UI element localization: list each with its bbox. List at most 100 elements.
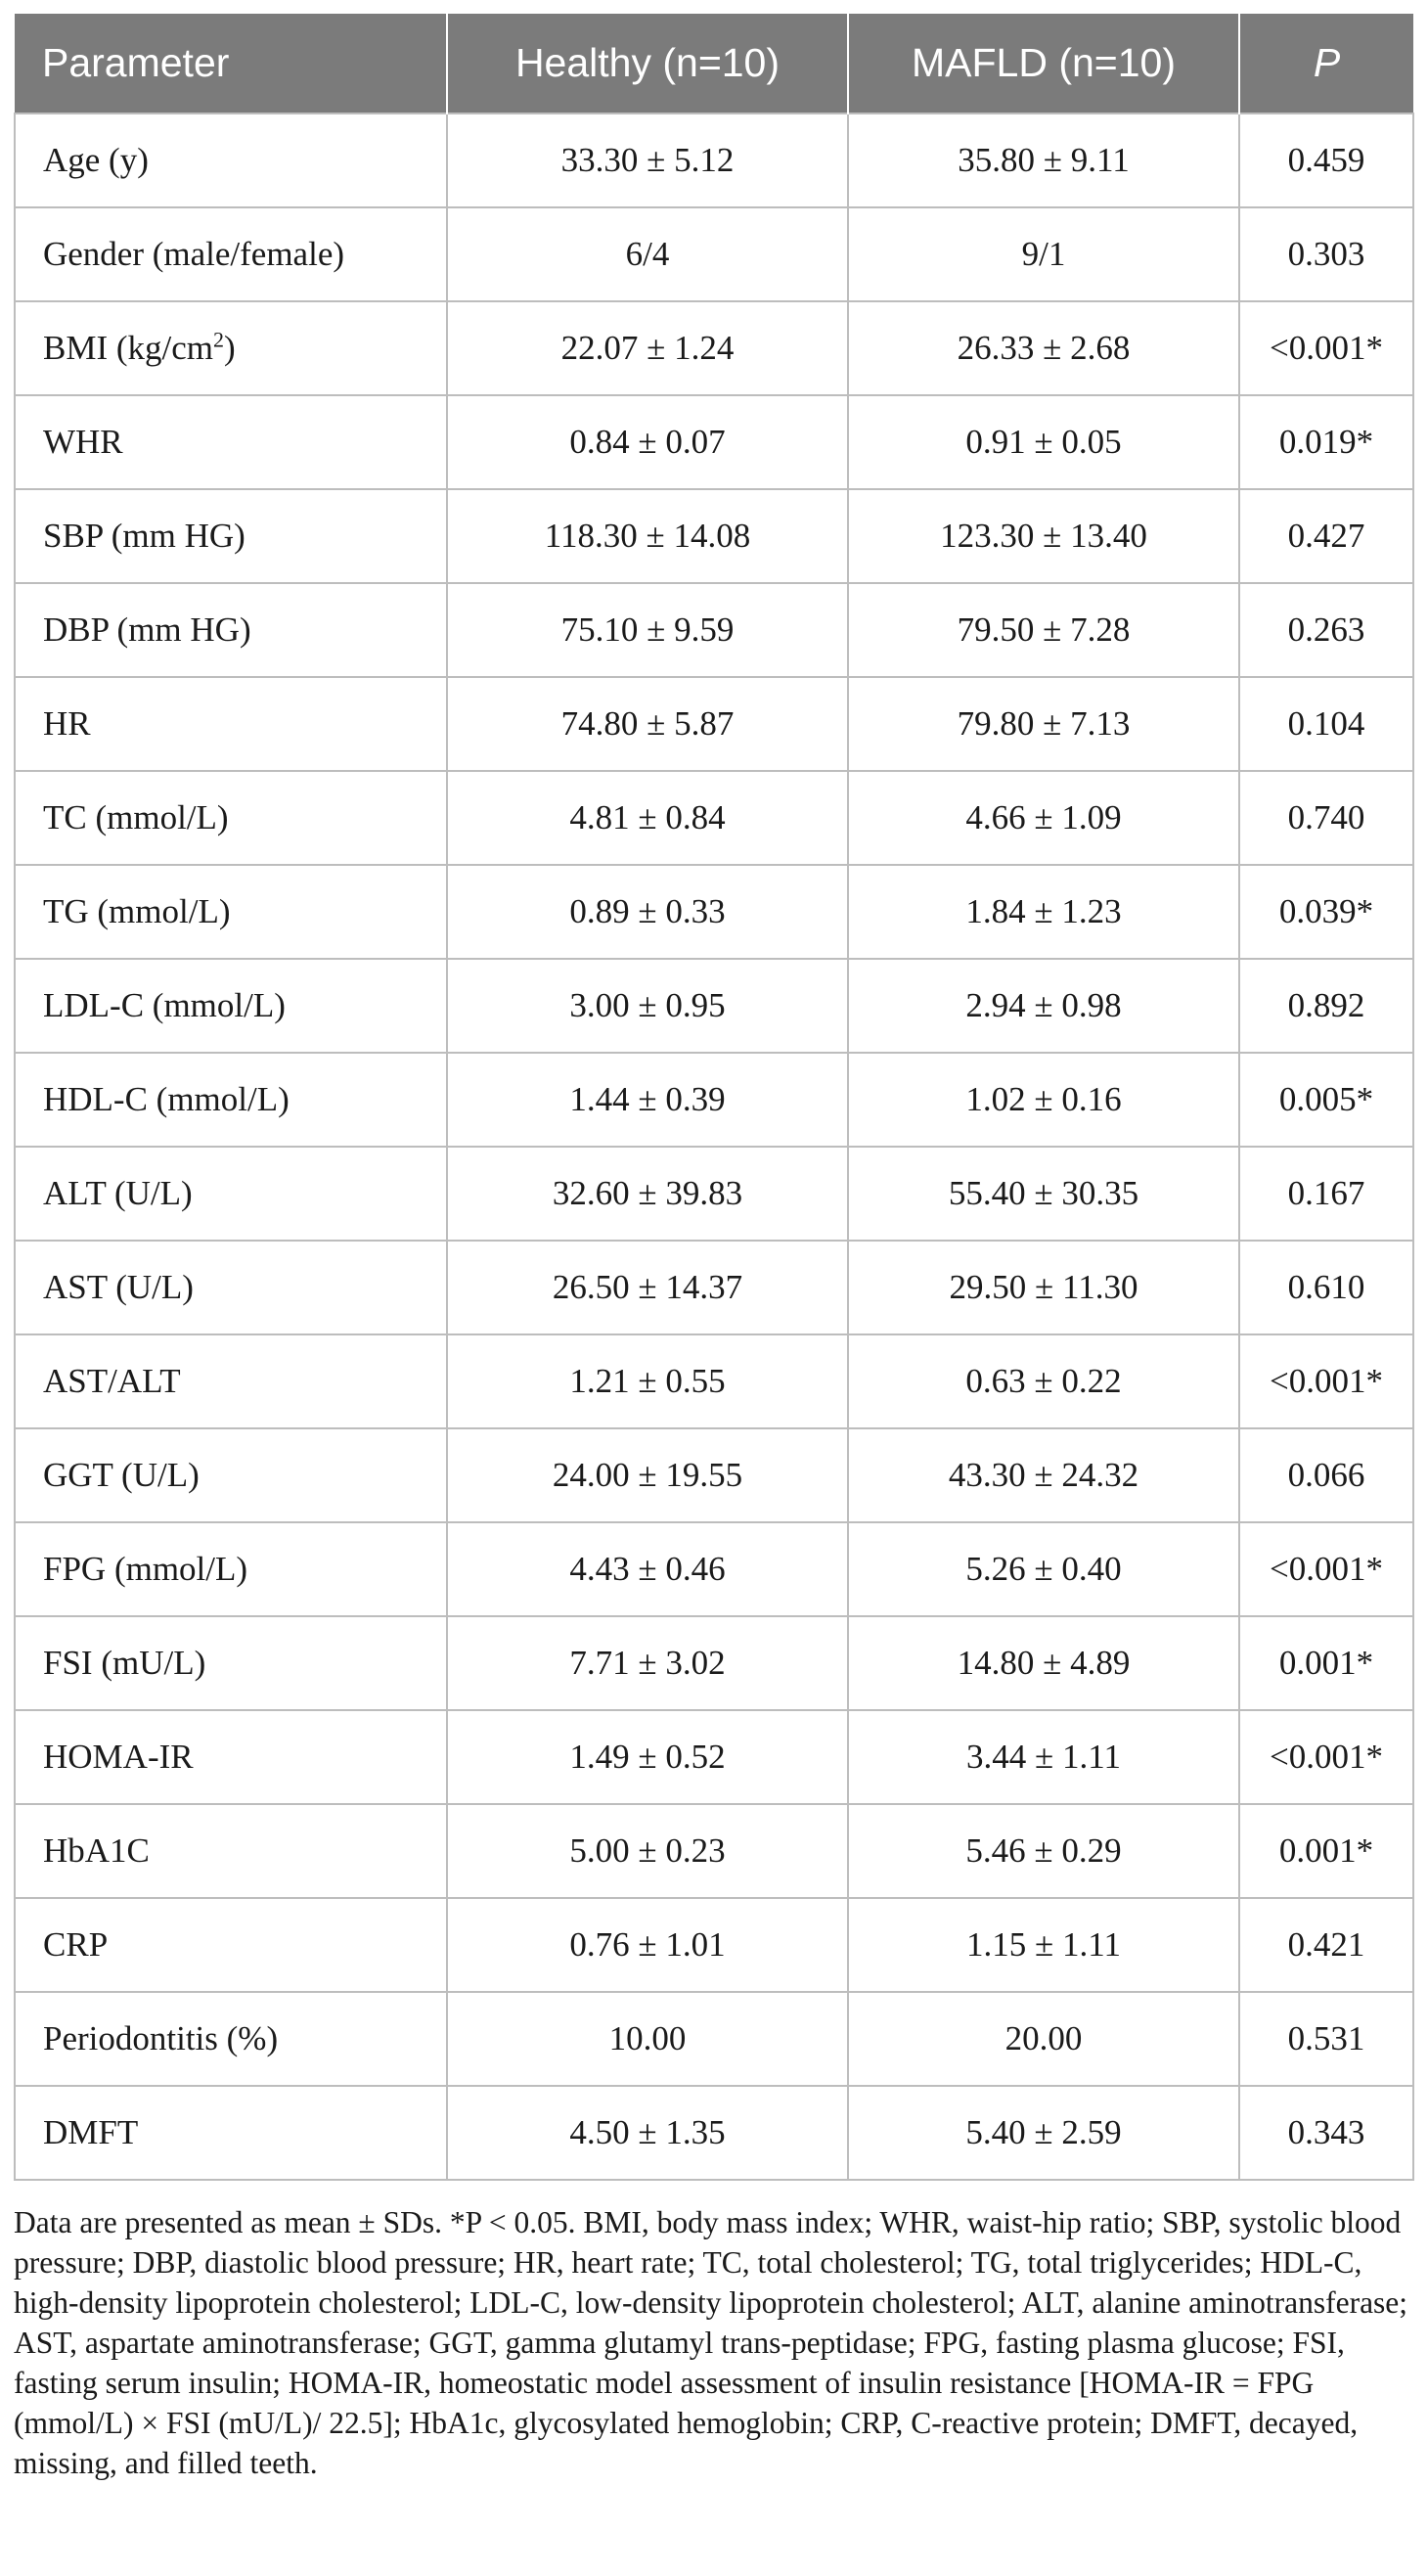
cell-p-value: 0.167 (1238, 1146, 1414, 1242)
cell-healthy: 74.80 ± 5.87 (446, 676, 849, 772)
table-row: AST (U/L) 26.50 ± 14.37 29.50 ± 11.30 0.610 (14, 1240, 1414, 1335)
table-row: ALT (U/L) 32.60 ± 39.83 55.40 ± 30.35 0.167 (14, 1146, 1414, 1242)
cell-parameter: AST (U/L) (14, 1240, 448, 1335)
cell-p-value: 0.001* (1238, 1803, 1414, 1899)
cell-parameter: DBP (mm HG) (14, 582, 448, 678)
cell-parameter: GGT (U/L) (14, 1427, 448, 1523)
cell-p-value: 0.427 (1238, 488, 1414, 584)
cell-mafld: 3.44 ± 1.11 (847, 1709, 1240, 1805)
cell-parameter: TG (mmol/L) (14, 864, 448, 960)
parameter-label-tail: ) (224, 329, 236, 367)
header-healthy: Healthy (n=10) (447, 14, 849, 113)
cell-healthy: 4.43 ± 0.46 (446, 1521, 849, 1617)
cell-parameter: HDL-C (mmol/L) (14, 1052, 448, 1148)
cell-parameter: BMI (kg/cm2) (14, 300, 448, 396)
cell-p-value: 0.263 (1238, 582, 1414, 678)
cell-p-value: 0.303 (1238, 206, 1414, 302)
cell-healthy: 3.00 ± 0.95 (446, 958, 849, 1054)
cell-healthy: 75.10 ± 9.59 (446, 582, 849, 678)
cell-mafld: 55.40 ± 30.35 (847, 1146, 1240, 1242)
cell-parameter: ALT (U/L) (14, 1146, 448, 1242)
parameter-label: HOMA-IR (43, 1738, 194, 1776)
cell-mafld: 2.94 ± 0.98 (847, 958, 1240, 1054)
cell-parameter: SBP (mm HG) (14, 488, 448, 584)
table-container: Parameter Healthy (n=10) MAFLD (n=10) P … (14, 14, 1414, 2483)
cell-parameter: Gender (male/female) (14, 206, 448, 302)
cell-healthy: 7.71 ± 3.02 (446, 1615, 849, 1711)
cell-p-value: 0.019* (1238, 394, 1414, 490)
parameter-label: LDL-C (mmol/L) (43, 986, 286, 1024)
cell-parameter: Age (y) (14, 113, 448, 208)
parameter-label: HbA1C (43, 1831, 150, 1870)
parameter-label: TG (mmol/L) (43, 892, 231, 930)
cell-healthy: 1.44 ± 0.39 (446, 1052, 849, 1148)
parameter-superscript: 2 (213, 327, 225, 352)
table-row: WHR 0.84 ± 0.07 0.91 ± 0.05 0.019* (14, 394, 1414, 490)
cell-mafld: 9/1 (847, 206, 1240, 302)
parameter-label: DMFT (43, 2113, 139, 2151)
cell-parameter: CRP (14, 1897, 448, 1993)
header-p-value: P (1239, 14, 1413, 113)
cell-mafld: 79.50 ± 7.28 (847, 582, 1240, 678)
cell-mafld: 5.46 ± 0.29 (847, 1803, 1240, 1899)
parameter-label: BMI (kg/cm (43, 329, 214, 367)
cell-p-value: 0.066 (1238, 1427, 1414, 1523)
table-row: FSI (mU/L) 7.71 ± 3.02 14.80 ± 4.89 0.001* (14, 1615, 1414, 1711)
cell-mafld: 29.50 ± 11.30 (847, 1240, 1240, 1335)
cell-p-value: <0.001* (1238, 1521, 1414, 1617)
cell-p-value: 0.740 (1238, 770, 1414, 866)
cell-healthy: 6/4 (446, 206, 849, 302)
table-row: GGT (U/L) 24.00 ± 19.55 43.30 ± 24.32 0.066 (14, 1427, 1414, 1523)
table-footnote: Data are presented as mean ± SDs. *P < 0… (14, 2205, 1408, 2480)
cell-parameter: Periodontitis (%) (14, 1991, 448, 2087)
table-row: DBP (mm HG) 75.10 ± 9.59 79.50 ± 7.28 0.263 (14, 582, 1414, 678)
table-row: LDL-C (mmol/L) 3.00 ± 0.95 2.94 ± 0.98 0.89… (14, 958, 1414, 1054)
cell-mafld: 0.63 ± 0.22 (847, 1333, 1240, 1429)
cell-mafld: 123.30 ± 13.40 (847, 488, 1240, 584)
header-parameter: Parameter (15, 14, 448, 113)
cell-mafld: 79.80 ± 7.13 (847, 676, 1240, 772)
cell-p-value: 0.892 (1238, 958, 1414, 1054)
table-row: HOMA-IR 1.49 ± 0.52 3.44 ± 1.11 <0.001* (14, 1709, 1414, 1805)
table-row: TG (mmol/L) 0.89 ± 0.33 1.84 ± 1.23 0.039* (14, 864, 1414, 960)
parameter-label: ALT (U/L) (43, 1174, 193, 1212)
cell-parameter: HR (14, 676, 448, 772)
cell-mafld: 5.26 ± 0.40 (847, 1521, 1240, 1617)
table-row: BMI (kg/cm2) 22.07 ± 1.24 26.33 ± 2.68 <0.0… (14, 300, 1414, 396)
cell-mafld: 0.91 ± 0.05 (847, 394, 1240, 490)
cell-healthy: 0.76 ± 1.01 (446, 1897, 849, 1993)
table-row: HDL-C (mmol/L) 1.44 ± 0.39 1.02 ± 0.16 0.00… (14, 1052, 1414, 1148)
parameter-label: AST/ALT (43, 1362, 181, 1400)
cell-healthy: 0.84 ± 0.07 (446, 394, 849, 490)
cell-healthy: 4.50 ± 1.35 (446, 2085, 849, 2181)
table-header: Parameter Healthy (n=10) MAFLD (n=10) P (15, 14, 1413, 113)
clinical-characteristics-table: Parameter Healthy (n=10) MAFLD (n=10) P … (14, 14, 1414, 2181)
cell-p-value: <0.001* (1238, 1333, 1414, 1429)
table-row: TC (mmol/L) 4.81 ± 0.84 4.66 ± 1.09 0.740 (14, 770, 1414, 866)
table-row: HbA1C 5.00 ± 0.23 5.46 ± 0.29 0.001* (14, 1803, 1414, 1899)
cell-parameter: DMFT (14, 2085, 448, 2181)
cell-healthy: 32.60 ± 39.83 (446, 1146, 849, 1242)
parameter-label: Age (y) (43, 141, 149, 179)
parameter-label: Gender (male/female) (43, 235, 345, 273)
table-row: Age (y) 33.30 ± 5.12 35.80 ± 9.11 0.459 (14, 113, 1414, 208)
cell-mafld: 43.30 ± 24.32 (847, 1427, 1240, 1523)
cell-mafld: 26.33 ± 2.68 (847, 300, 1240, 396)
cell-mafld: 4.66 ± 1.09 (847, 770, 1240, 866)
table-row: SBP (mm HG) 118.30 ± 14.08 123.30 ± 13.40 0… (14, 488, 1414, 584)
header-mafld: MAFLD (n=10) (848, 14, 1240, 113)
cell-parameter: FPG (mmol/L) (14, 1521, 448, 1617)
cell-p-value: 0.531 (1238, 1991, 1414, 2087)
parameter-label: TC (mmol/L) (43, 798, 229, 836)
cell-p-value: 0.001* (1238, 1615, 1414, 1711)
cell-p-value: 0.459 (1238, 113, 1414, 208)
cell-healthy: 10.00 (446, 1991, 849, 2087)
cell-parameter: HOMA-IR (14, 1709, 448, 1805)
table-row: HR 74.80 ± 5.87 79.80 ± 7.13 0.104 (14, 676, 1414, 772)
cell-mafld: 20.00 (847, 1991, 1240, 2087)
parameter-label: SBP (mm HG) (43, 517, 245, 555)
cell-p-value: 0.343 (1238, 2085, 1414, 2181)
cell-healthy: 4.81 ± 0.84 (446, 770, 849, 866)
cell-parameter: WHR (14, 394, 448, 490)
cell-p-value: 0.005* (1238, 1052, 1414, 1148)
